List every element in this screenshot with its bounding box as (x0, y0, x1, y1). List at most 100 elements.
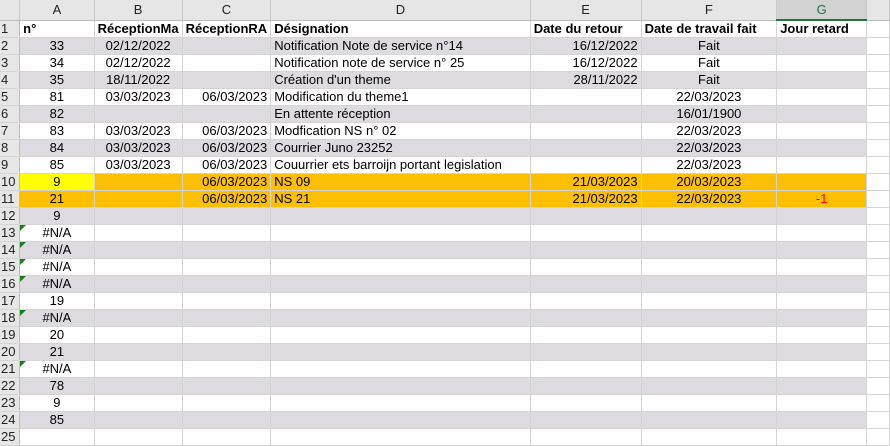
cell-D14[interactable] (270, 241, 531, 259)
cell-F23[interactable] (641, 394, 778, 412)
cell-B10[interactable] (94, 173, 183, 191)
error-indicator-icon[interactable] (20, 361, 27, 367)
cell-D13[interactable] (270, 224, 531, 242)
cell-E8[interactable] (530, 139, 642, 157)
cell-F13[interactable] (641, 224, 778, 242)
cell-D6[interactable]: En attente réception (270, 105, 531, 123)
empty-cell[interactable] (866, 207, 890, 225)
cell-C23[interactable] (182, 394, 272, 412)
cell-D7[interactable]: Modfication NS n° 02 (270, 122, 531, 140)
cell-D11[interactable]: NS 21 (270, 190, 531, 208)
empty-cell[interactable] (866, 309, 890, 327)
column-header-A[interactable]: A (19, 0, 95, 21)
cell-G5[interactable] (776, 88, 868, 106)
row-header[interactable]: 25 (0, 428, 21, 446)
row-header[interactable]: 19 (0, 326, 21, 344)
cell-G21[interactable] (776, 360, 868, 378)
cell-G24[interactable] (776, 411, 868, 429)
cell-D9[interactable]: Couurrier ets barroijn portant legislati… (270, 156, 531, 174)
cell-E22[interactable] (530, 377, 642, 395)
cell-F5[interactable]: 22/03/2023 (641, 88, 778, 106)
cell-C9[interactable]: 06/03/2023 (182, 156, 272, 174)
cell-C19[interactable] (182, 326, 272, 344)
row-header[interactable]: 4 (0, 71, 21, 89)
error-indicator-icon[interactable] (20, 259, 27, 265)
row-header[interactable]: 17 (0, 292, 21, 310)
empty-cell[interactable] (866, 360, 890, 378)
cell-A8[interactable]: 84 (19, 139, 95, 157)
cell-F3[interactable]: Fait (641, 54, 778, 72)
row-header[interactable]: 18 (0, 309, 21, 327)
cell-E18[interactable] (530, 309, 642, 327)
cell-A4[interactable]: 35 (19, 71, 95, 89)
cell-B7[interactable]: 03/03/2023 (94, 122, 183, 140)
cell-A12[interactable]: 9 (19, 207, 95, 225)
cell-A9[interactable]: 85 (19, 156, 95, 174)
cell-B24[interactable] (94, 411, 183, 429)
cell-D2[interactable]: Notification Note de service n°14 (270, 37, 531, 55)
cell-F6[interactable]: 16/01/1900 (641, 105, 778, 123)
error-indicator-icon[interactable] (20, 276, 27, 282)
column-title[interactable]: Désignation (270, 20, 531, 38)
cell-A6[interactable]: 82 (19, 105, 95, 123)
row-header[interactable]: 5 (0, 88, 21, 106)
cell-E5[interactable] (530, 88, 642, 106)
error-indicator-icon[interactable] (20, 310, 27, 316)
empty-cell[interactable] (866, 71, 890, 89)
cell-A24[interactable]: 85 (19, 411, 95, 429)
cell-B4[interactable]: 18/11/2022 (94, 71, 183, 89)
cell-F10[interactable]: 20/03/2023 (641, 173, 778, 191)
cell-B5[interactable]: 03/03/2023 (94, 88, 183, 106)
row-header[interactable]: 2 (0, 37, 21, 55)
row-header[interactable]: 3 (0, 54, 21, 72)
cell-D10[interactable]: NS 09 (270, 173, 531, 191)
cell-A22[interactable]: 78 (19, 377, 95, 395)
cell-G13[interactable] (776, 224, 868, 242)
cell-B12[interactable] (94, 207, 183, 225)
cell-B21[interactable] (94, 360, 183, 378)
row-header[interactable]: 16 (0, 275, 21, 293)
cell-G6[interactable] (776, 105, 868, 123)
cell-B2[interactable]: 02/12/2022 (94, 37, 183, 55)
cell-G7[interactable] (776, 122, 868, 140)
cell-F16[interactable] (641, 275, 778, 293)
empty-cell[interactable] (866, 275, 890, 293)
cell-A18[interactable]: #N/A (19, 309, 95, 327)
cell-C21[interactable] (182, 360, 272, 378)
cell-C10[interactable]: 06/03/2023 (182, 173, 272, 191)
cell-F14[interactable] (641, 241, 778, 259)
error-indicator-icon[interactable] (20, 225, 27, 231)
cell-C24[interactable] (182, 411, 272, 429)
cell-B14[interactable] (94, 241, 183, 259)
cell-E13[interactable] (530, 224, 642, 242)
empty-cell[interactable] (866, 156, 890, 174)
column-title[interactable]: RéceptionMa (94, 20, 183, 38)
cell-C22[interactable] (182, 377, 272, 395)
cell-C8[interactable]: 06/03/2023 (182, 139, 272, 157)
cell-G2[interactable] (776, 37, 868, 55)
cell-D12[interactable] (270, 207, 531, 225)
cell-D19[interactable] (270, 326, 531, 344)
cell-B13[interactable] (94, 224, 183, 242)
empty-cell[interactable] (866, 37, 890, 55)
empty-cell[interactable] (866, 139, 890, 157)
cell-D15[interactable] (270, 258, 531, 276)
empty-cell[interactable] (866, 105, 890, 123)
column-header-D[interactable]: D (270, 0, 531, 21)
column-header-F[interactable]: F (641, 0, 778, 21)
cell-E2[interactable]: 16/12/2022 (530, 37, 642, 55)
cell-C15[interactable] (182, 258, 272, 276)
row-header-1[interactable]: 1 (0, 20, 21, 38)
empty-cell[interactable] (866, 241, 890, 259)
cell-E12[interactable] (530, 207, 642, 225)
cell-F20[interactable] (641, 343, 778, 361)
cell-F4[interactable]: Fait (641, 71, 778, 89)
column-title[interactable]: Date du retour (530, 20, 642, 38)
cell-A5[interactable]: 81 (19, 88, 95, 106)
row-header[interactable]: 14 (0, 241, 21, 259)
cell-D18[interactable] (270, 309, 531, 327)
empty-cell[interactable] (866, 20, 890, 38)
cell-D24[interactable] (270, 411, 531, 429)
cell-A3[interactable]: 34 (19, 54, 95, 72)
empty-cell[interactable] (866, 343, 890, 361)
